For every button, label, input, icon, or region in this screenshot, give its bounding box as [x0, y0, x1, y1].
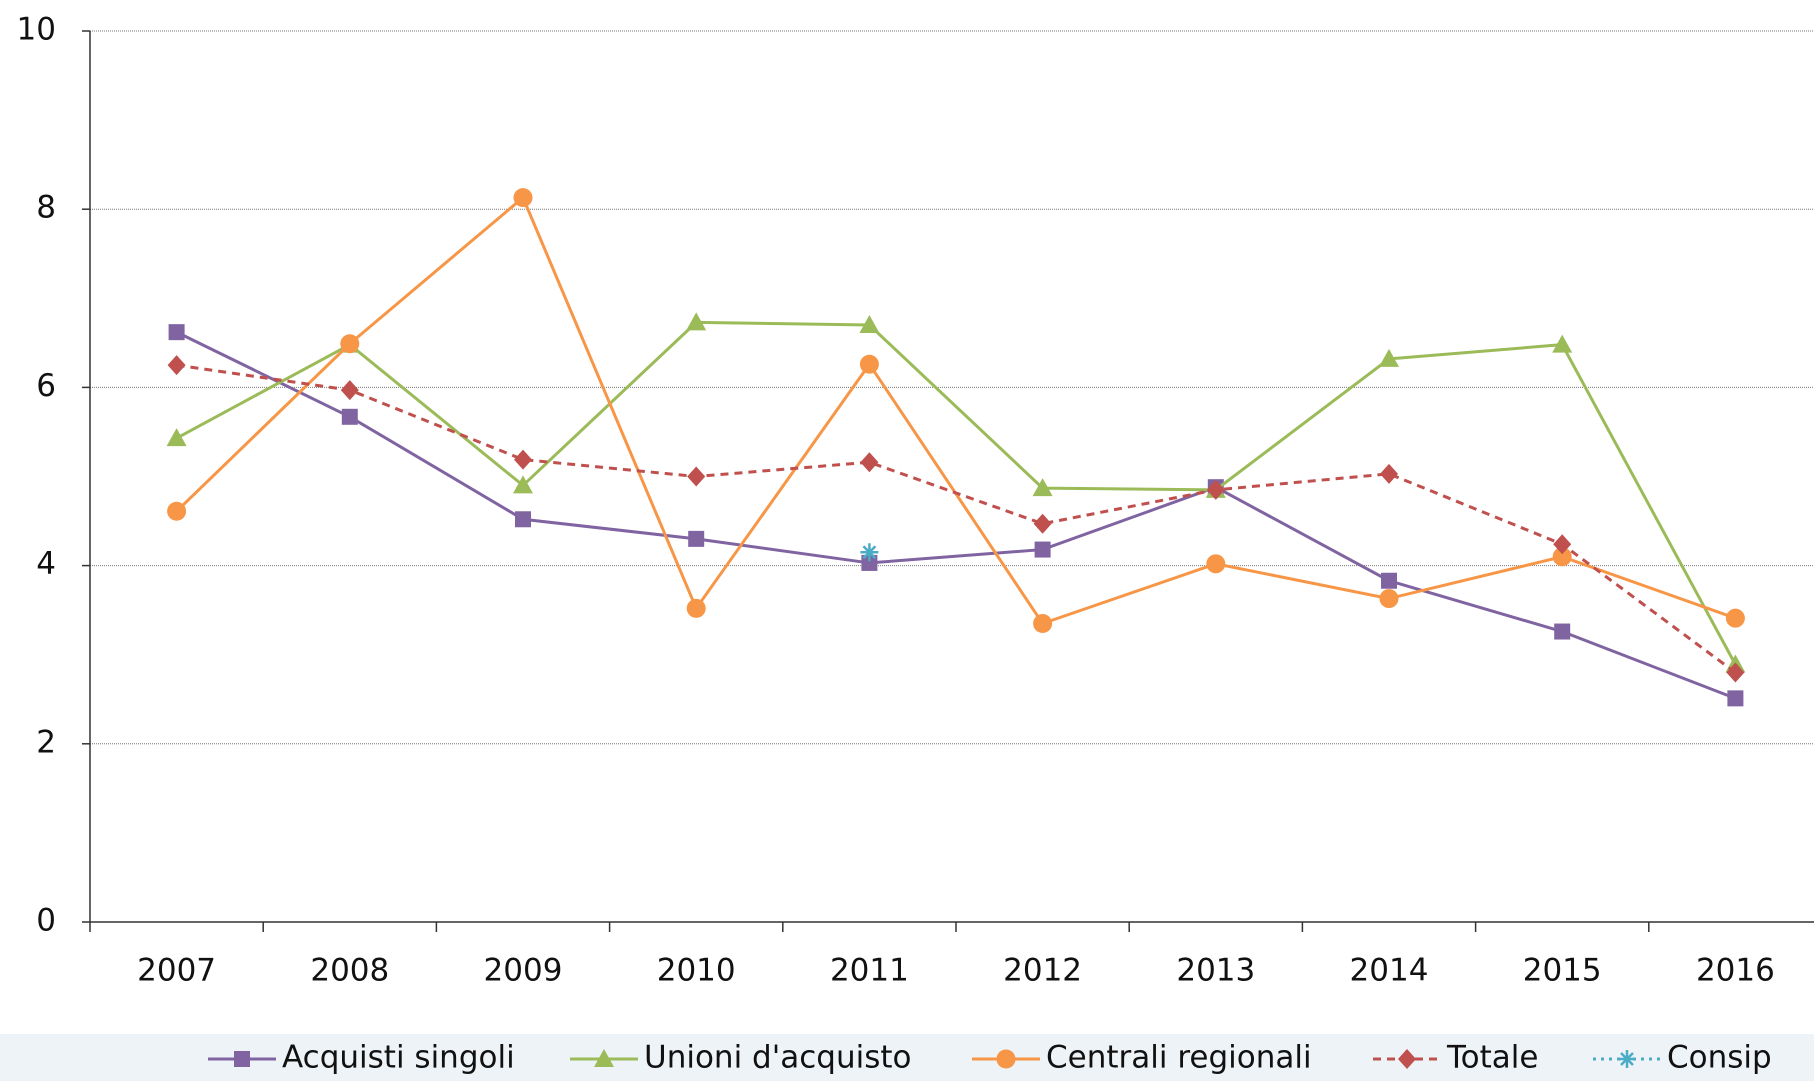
y-tick-label: 4 [36, 546, 56, 582]
marker [859, 315, 880, 334]
marker [687, 466, 706, 487]
series-line [176, 363, 1737, 674]
x-tick-label: 2009 [484, 953, 563, 989]
marker [1398, 1049, 1416, 1069]
marker [1553, 534, 1572, 555]
marker [1380, 463, 1398, 484]
marker [686, 598, 706, 618]
marker [1554, 623, 1571, 640]
marker [594, 1049, 614, 1067]
x-tick-label: 2010 [657, 953, 736, 989]
x-tick-label: 2008 [310, 953, 389, 989]
marker [1034, 541, 1051, 558]
y-tick-label: 8 [36, 190, 56, 226]
series-line [175, 195, 1736, 626]
marker [686, 312, 707, 331]
marker [1725, 608, 1745, 628]
marker [1379, 348, 1399, 367]
marker [996, 1049, 1016, 1069]
marker [861, 554, 878, 571]
series-line [175, 330, 1736, 700]
marker [860, 452, 879, 473]
marker [1379, 589, 1399, 609]
marker [340, 380, 359, 401]
y-tick-label: 0 [36, 903, 56, 939]
x-tick-label: 2012 [1003, 953, 1082, 989]
y-tick-label: 2 [36, 724, 56, 760]
marker [167, 501, 187, 521]
legend-band [0, 1034, 1814, 1081]
x-tick-label: 2007 [137, 953, 216, 989]
x-tick-label: 2016 [1696, 953, 1775, 989]
marker [166, 428, 187, 447]
marker [1381, 572, 1397, 589]
x-tick-label: 2014 [1350, 953, 1429, 989]
legend-label: Centrali regionali [1046, 1040, 1312, 1076]
legend-label: Consip [1667, 1040, 1772, 1076]
x-tick-label: 2013 [1176, 953, 1255, 989]
y-tick-label: 6 [36, 368, 56, 404]
marker [688, 530, 705, 547]
marker [515, 511, 531, 528]
marker [167, 355, 186, 376]
marker [513, 475, 533, 494]
marker [859, 354, 879, 374]
marker [1618, 1050, 1636, 1068]
marker [1552, 547, 1572, 567]
marker [1727, 690, 1744, 707]
legend-label: Unioni d'acquisto [644, 1040, 911, 1076]
marker [1033, 614, 1053, 634]
marker [860, 543, 879, 562]
marker [1206, 554, 1226, 574]
legend-label: Totale [1446, 1040, 1538, 1076]
marker [513, 188, 533, 208]
marker [1552, 334, 1573, 353]
marker [340, 334, 360, 354]
y-tick-label: 10 [17, 12, 56, 48]
series-line [175, 320, 1737, 666]
legend-label: Acquisti singoli [282, 1040, 515, 1076]
marker [514, 449, 532, 470]
marker [1032, 478, 1053, 497]
marker [168, 324, 185, 341]
marker [234, 1051, 250, 1067]
marker [1206, 479, 1225, 500]
marker [1033, 513, 1052, 534]
x-tick-label: 2015 [1523, 953, 1602, 989]
marker [341, 408, 358, 425]
marker [1726, 662, 1745, 683]
x-tick-label: 2011 [830, 953, 909, 989]
